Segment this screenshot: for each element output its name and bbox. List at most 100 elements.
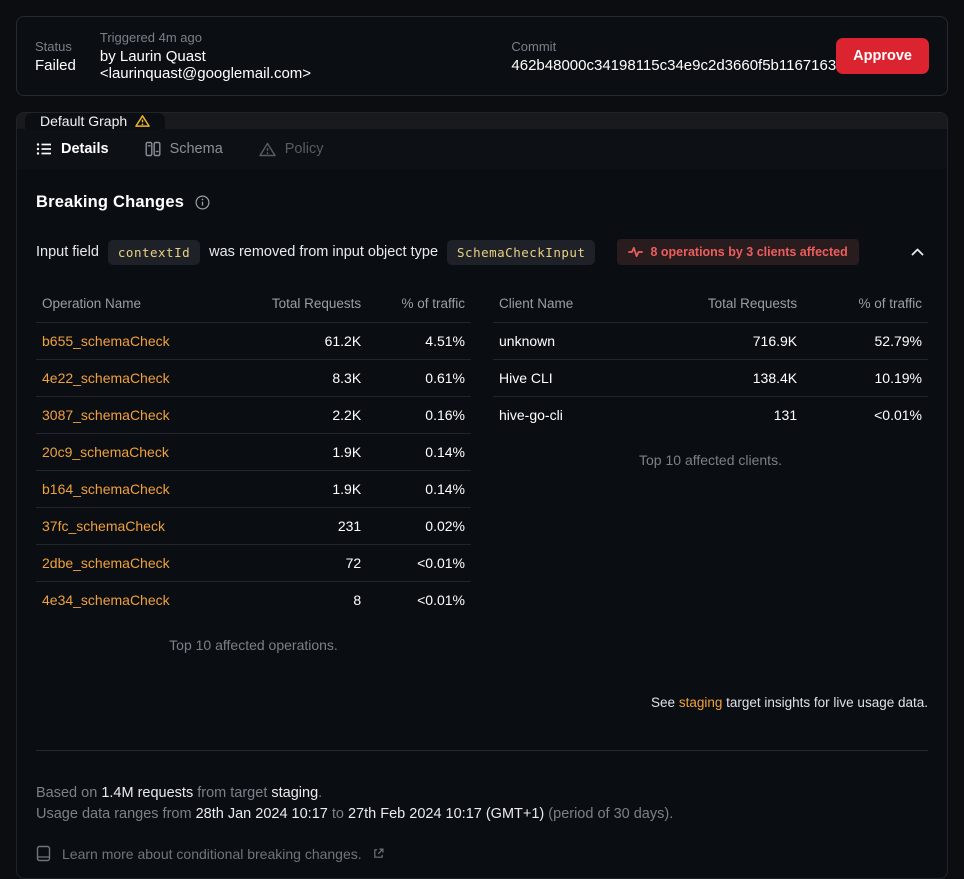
- tab-schema[interactable]: Schema: [145, 141, 223, 157]
- tab-schema-label: Schema: [169, 141, 223, 157]
- usage-summary: Based on 1.4M requests from target stagi…: [36, 783, 928, 824]
- field-code-chip: contextId: [107, 239, 201, 265]
- operation-requests: 8: [353, 592, 362, 608]
- client-traffic: <0.01%: [874, 407, 922, 423]
- triggered-by: by Laurin Quast <laurinquast@googlemail.…: [99, 48, 312, 82]
- affected-badge-label: 8 operations by 3 clients affected: [650, 245, 848, 259]
- client-requests: 138.4K: [752, 370, 798, 386]
- type-code-chip: SchemaCheckInput: [447, 239, 596, 265]
- graph-tab-label: Default Graph: [40, 113, 128, 129]
- usage-tables: Operation Name Total Requests % of traff…: [36, 286, 928, 653]
- schema-check-card: Default Graph Details Schema Policy: [16, 112, 948, 879]
- client-requests: 716.9K: [752, 333, 798, 349]
- graph-tabstrip: Default Graph: [17, 113, 947, 129]
- insights-note: See staging target insights for live usa…: [36, 695, 928, 710]
- client-traffic: 52.79%: [874, 333, 922, 349]
- col-client-traffic: % of traffic: [803, 286, 928, 323]
- operation-traffic: 0.02%: [425, 518, 465, 534]
- operation-row: 20c9_schemaCheck 1.9K 0.14%: [36, 434, 471, 471]
- activity-pulse-icon: [628, 246, 644, 258]
- operations-table-note: Top 10 affected operations.: [169, 637, 338, 653]
- operation-traffic: 0.16%: [425, 407, 465, 423]
- operation-link[interactable]: 4e22_schemaCheck: [42, 370, 170, 386]
- operation-row: 3087_schemaCheck 2.2K 0.16%: [36, 397, 471, 434]
- client-row: hive-go-cli 131 <0.01%: [493, 397, 928, 434]
- usage-request-count: 1.4M requests: [101, 785, 194, 801]
- affected-operations-badge[interactable]: 8 operations by 3 clients affected: [617, 239, 859, 265]
- breaking-changes-title: Breaking Changes: [36, 193, 185, 211]
- footer-divider: [36, 750, 928, 751]
- collapse-chevron-up[interactable]: [907, 244, 928, 260]
- schema-icon: [145, 141, 161, 157]
- operation-row: 2dbe_schemaCheck 72 <0.01%: [36, 545, 471, 582]
- operation-link[interactable]: 4e34_schemaCheck: [42, 592, 170, 608]
- usage-line1-period: .: [318, 785, 323, 801]
- clients-table-header: Client Name Total Requests % of traffic: [493, 286, 928, 323]
- col-client-requests: Total Requests: [635, 286, 804, 323]
- status-value: Failed: [35, 56, 76, 74]
- client-row: Hive CLI 138.4K 10.19%: [493, 360, 928, 397]
- operation-requests: 8.3K: [332, 370, 362, 386]
- clients-table-note: Top 10 affected clients.: [639, 452, 782, 468]
- tab-details[interactable]: Details: [36, 141, 109, 157]
- operation-requests: 1.9K: [332, 481, 362, 497]
- approve-button[interactable]: Approve: [836, 38, 929, 74]
- clients-table: Client Name Total Requests % of traffic …: [493, 286, 928, 433]
- client-name: Hive CLI: [499, 370, 553, 386]
- clients-panel: Client Name Total Requests % of traffic …: [493, 286, 928, 653]
- triggered-label: Triggered 4m ago: [99, 30, 202, 45]
- status-label: Status: [35, 38, 72, 54]
- usage-based-on: Based on: [36, 785, 98, 801]
- operation-requests: 72: [345, 555, 362, 571]
- operation-row: b164_schemaCheck 1.9K 0.14%: [36, 471, 471, 508]
- client-name: unknown: [499, 333, 556, 349]
- operation-link[interactable]: 3087_schemaCheck: [42, 407, 170, 423]
- check-header: Status Failed Triggered 4m ago by Laurin…: [16, 16, 948, 96]
- tab-details-label: Details: [61, 141, 109, 157]
- operation-requests: 1.9K: [332, 444, 362, 460]
- operation-row: 37fc_schemaCheck 231 0.02%: [36, 508, 471, 545]
- staging-target-link[interactable]: staging: [678, 695, 723, 710]
- status-column: Status Failed: [35, 39, 76, 74]
- col-operation-name: Operation Name: [36, 286, 228, 323]
- change-middle: was removed from input object type: [209, 244, 439, 260]
- triggered-column: Triggered 4m ago by Laurin Quast <laurin…: [100, 30, 418, 82]
- operation-row: b655_schemaCheck 61.2K 4.51%: [36, 323, 471, 360]
- operation-row: 4e22_schemaCheck 8.3K 0.61%: [36, 360, 471, 397]
- list-icon: [36, 141, 52, 157]
- operation-traffic: <0.01%: [417, 592, 465, 608]
- operation-requests: 2.2K: [332, 407, 362, 423]
- usage-range-prefix: Usage data ranges from: [36, 805, 192, 822]
- commit-hash: 462b48000c34198115c34e9c2d3660f5b1167163: [511, 56, 837, 74]
- tab-policy[interactable]: Policy: [259, 141, 324, 157]
- change-prefix: Input field: [36, 244, 99, 260]
- learn-more-link[interactable]: Learn more about conditional breaking ch…: [62, 845, 362, 862]
- col-client-name: Client Name: [493, 286, 636, 323]
- operation-link[interactable]: 2dbe_schemaCheck: [42, 555, 170, 571]
- operations-table-header: Operation Name Total Requests % of traff…: [36, 286, 471, 323]
- learn-more-row: Learn more about conditional breaking ch…: [36, 845, 928, 862]
- breaking-changes-header: Breaking Changes: [36, 193, 928, 212]
- tab-default-graph[interactable]: Default Graph: [25, 113, 166, 129]
- policy-warning-icon: [259, 142, 276, 157]
- operations-panel: Operation Name Total Requests % of traff…: [36, 286, 471, 653]
- info-icon[interactable]: [195, 195, 210, 210]
- usage-line-1: Based on 1.4M requests from target stagi…: [36, 783, 928, 804]
- commit-label: Commit: [511, 38, 557, 54]
- client-row: unknown 716.9K 52.79%: [493, 323, 928, 360]
- usage-date-from: 28th Jan 2024 10:17: [195, 805, 328, 822]
- external-link-icon: [373, 848, 384, 859]
- operation-link[interactable]: 20c9_schemaCheck: [42, 444, 169, 460]
- operation-traffic: <0.01%: [417, 555, 465, 571]
- tab-policy-label: Policy: [284, 141, 324, 157]
- operation-link[interactable]: b655_schemaCheck: [42, 333, 170, 349]
- book-icon: [36, 845, 51, 862]
- insights-prefix: See: [651, 695, 676, 710]
- client-name: hive-go-cli: [499, 407, 563, 423]
- operation-link[interactable]: 37fc_schemaCheck: [42, 518, 165, 534]
- operation-link[interactable]: b164_schemaCheck: [42, 481, 170, 497]
- operation-traffic: 0.14%: [425, 444, 465, 460]
- usage-from-target: from target: [197, 785, 268, 801]
- usage-target-name: staging: [271, 785, 319, 801]
- operation-row: 4e34_schemaCheck 8 <0.01%: [36, 582, 471, 619]
